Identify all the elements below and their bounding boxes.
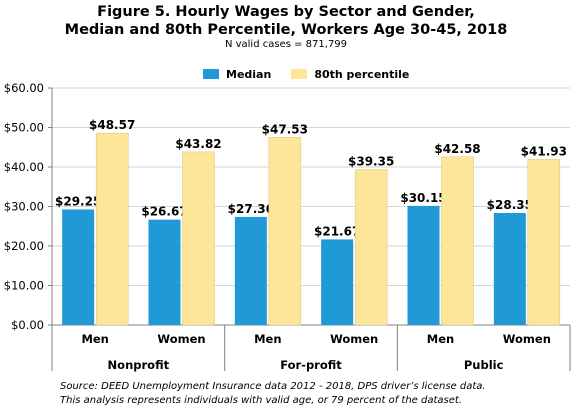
data-label: $42.58 (434, 142, 480, 156)
data-label: $30.15 (400, 191, 446, 205)
data-label: $47.53 (262, 122, 308, 136)
y-tick-label: $50.00 (4, 121, 44, 135)
data-label: $43.82 (175, 137, 221, 151)
data-label: $39.35 (348, 155, 394, 169)
data-label: $28.35 (487, 198, 533, 212)
bar-median (321, 239, 354, 325)
x-group-label: For-profit (280, 358, 342, 372)
bar-median (148, 219, 181, 325)
x-group-label: Nonprofit (108, 358, 170, 372)
bar-median (234, 216, 267, 325)
chart-subtitle: N valid cases = 871,799 (224, 39, 348, 50)
chart-legend: Median 80th percentile (203, 67, 429, 81)
bar-80th-percentile (95, 132, 129, 326)
bar-median (493, 213, 526, 325)
legend-label-80th-percentile: 80th percentile (314, 67, 410, 81)
x-category-label: Men (427, 332, 454, 346)
x-group-label: Public (464, 358, 504, 372)
legend-swatch-80th-percentile (291, 69, 308, 79)
chart-title-line-2: Median and 80th Percentile, Workers Age … (64, 22, 508, 38)
legend-item-median: Median (203, 68, 271, 81)
footnote-source: Source: DEED Unemployment Insurance data… (60, 381, 486, 392)
x-category-label: Men (254, 332, 281, 346)
bar-80th-percentile (354, 169, 388, 326)
y-tick-label: $0.00 (11, 318, 44, 332)
data-label: $41.93 (521, 144, 567, 158)
x-category-label: Women (503, 332, 551, 346)
legend-item-80th-percentile: 80th percentile (291, 68, 409, 81)
y-tick-label: $60.00 (4, 81, 44, 95)
data-label: $26.67 (141, 205, 187, 219)
y-tick-label: $10.00 (4, 279, 44, 293)
legend-swatch-median (203, 69, 219, 79)
x-category-label: Women (330, 332, 378, 346)
bar-80th-percentile (527, 159, 561, 326)
x-category-label: Women (157, 332, 205, 346)
bar-median (407, 205, 440, 325)
y-tick-label: $40.00 (4, 160, 44, 174)
y-tick-label: $20.00 (4, 239, 44, 253)
data-label: $21.67 (314, 224, 360, 238)
data-label: $29.25 (55, 194, 101, 208)
bar-80th-percentile (268, 137, 302, 326)
footnote-note: This analysis represents individuals wit… (60, 395, 462, 406)
y-tick-label: $30.00 (4, 200, 44, 214)
bar-median (62, 209, 95, 325)
legend-label-median: Median (226, 67, 272, 81)
chart-title-line-1: Figure 5. Hourly Wages by Sector and Gen… (97, 4, 475, 20)
data-label: $48.57 (89, 118, 135, 132)
data-label: $27.36 (228, 202, 274, 216)
bar-80th-percentile (441, 156, 474, 326)
bar-80th-percentile (182, 151, 215, 326)
x-category-label: Men (81, 332, 108, 346)
